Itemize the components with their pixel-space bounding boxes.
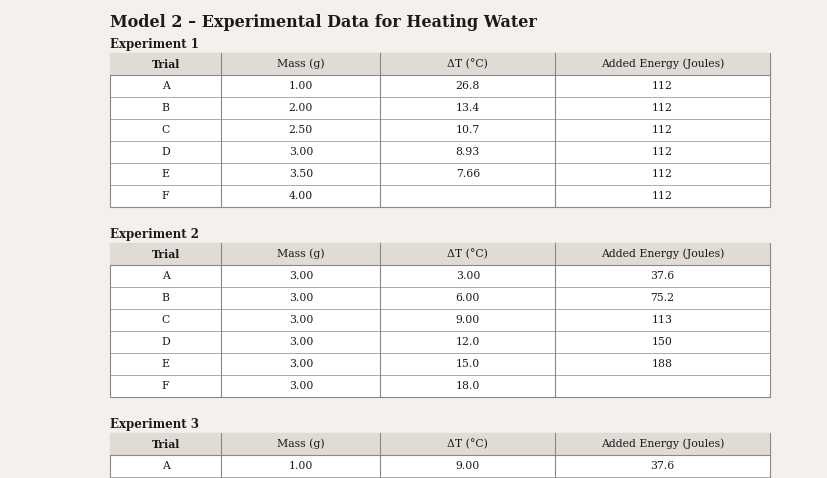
Text: 113: 113	[652, 315, 672, 325]
Text: 3.00: 3.00	[289, 293, 313, 303]
Text: 3.00: 3.00	[289, 381, 313, 391]
Text: 112: 112	[652, 103, 672, 113]
Text: Experiment 3: Experiment 3	[110, 418, 198, 431]
Text: 15.0: 15.0	[455, 359, 480, 369]
Text: 7.66: 7.66	[455, 169, 480, 179]
Text: ΔT (°C): ΔT (°C)	[447, 59, 488, 69]
Text: Trial: Trial	[151, 58, 179, 69]
Text: 112: 112	[652, 125, 672, 135]
Text: 9.00: 9.00	[455, 461, 480, 471]
Text: Added Energy (Joules): Added Energy (Joules)	[600, 59, 724, 69]
Text: Experiment 1: Experiment 1	[110, 38, 198, 51]
Text: E: E	[161, 169, 170, 179]
Text: 75.2: 75.2	[650, 293, 674, 303]
Bar	[110, 243, 769, 265]
Text: Trial: Trial	[151, 438, 179, 449]
Text: 3.00: 3.00	[289, 315, 313, 325]
Text: 188: 188	[652, 359, 672, 369]
Text: C: C	[161, 125, 170, 135]
Text: 2.50: 2.50	[289, 125, 313, 135]
Text: 2.00: 2.00	[289, 103, 313, 113]
Text: Mass (g): Mass (g)	[277, 439, 324, 449]
Bar	[110, 433, 769, 478]
Text: 9.00: 9.00	[455, 315, 480, 325]
Text: 8.93: 8.93	[455, 147, 480, 157]
Text: 1.00: 1.00	[289, 461, 313, 471]
Text: 112: 112	[652, 147, 672, 157]
Text: Experiment 2: Experiment 2	[110, 228, 198, 241]
Bar	[110, 243, 769, 397]
Text: 112: 112	[652, 191, 672, 201]
Bar	[110, 53, 769, 207]
Text: Added Energy (Joules): Added Energy (Joules)	[600, 249, 724, 259]
Text: A: A	[161, 81, 170, 91]
Text: 3.00: 3.00	[289, 337, 313, 347]
Text: B: B	[161, 293, 170, 303]
Text: 150: 150	[652, 337, 672, 347]
Text: ΔT (°C): ΔT (°C)	[447, 439, 488, 449]
Text: 12.0: 12.0	[455, 337, 480, 347]
Text: 13.4: 13.4	[455, 103, 480, 113]
Text: 3.50: 3.50	[289, 169, 313, 179]
Text: D: D	[161, 337, 170, 347]
Text: B: B	[161, 103, 170, 113]
Bar	[110, 433, 769, 455]
Text: 3.00: 3.00	[289, 147, 313, 157]
Text: 37.6: 37.6	[650, 461, 674, 471]
Text: Trial: Trial	[151, 249, 179, 260]
Text: C: C	[161, 315, 170, 325]
Text: A: A	[161, 461, 170, 471]
Text: 10.7: 10.7	[455, 125, 480, 135]
Text: A: A	[161, 271, 170, 281]
Text: Added Energy (Joules): Added Energy (Joules)	[600, 439, 724, 449]
Text: D: D	[161, 147, 170, 157]
Text: Mass (g): Mass (g)	[277, 59, 324, 69]
Text: Mass (g): Mass (g)	[277, 249, 324, 259]
Text: 3.00: 3.00	[289, 271, 313, 281]
Text: 112: 112	[652, 81, 672, 91]
Text: 18.0: 18.0	[455, 381, 480, 391]
Text: 1.00: 1.00	[289, 81, 313, 91]
Text: F: F	[161, 381, 170, 391]
Text: 3.00: 3.00	[289, 359, 313, 369]
Text: ΔT (°C): ΔT (°C)	[447, 249, 488, 259]
Text: 4.00: 4.00	[289, 191, 313, 201]
Text: 112: 112	[652, 169, 672, 179]
Text: E: E	[161, 359, 170, 369]
Text: 6.00: 6.00	[455, 293, 480, 303]
Text: 3.00: 3.00	[455, 271, 480, 281]
Text: 26.8: 26.8	[455, 81, 480, 91]
Text: 37.6: 37.6	[650, 271, 674, 281]
Text: Model 2 – Experimental Data for Heating Water: Model 2 – Experimental Data for Heating …	[110, 14, 536, 31]
Bar	[110, 53, 769, 75]
Text: F: F	[161, 191, 170, 201]
